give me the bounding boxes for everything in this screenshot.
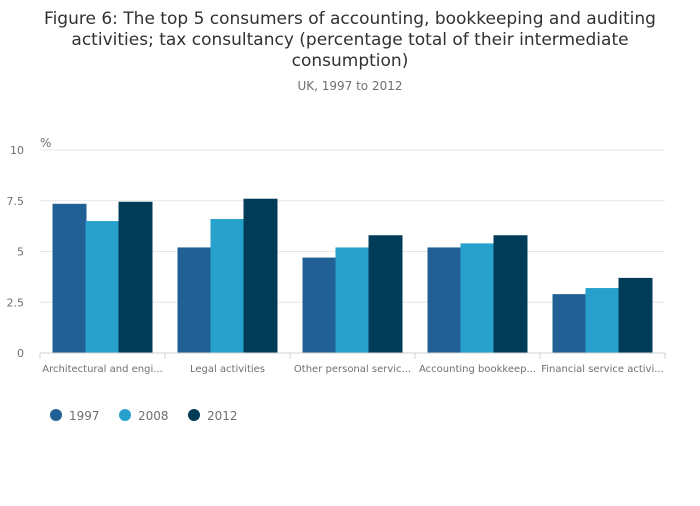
legend-marker-2012[interactable]: [188, 409, 200, 421]
bar-2008-0[interactable]: [85, 221, 120, 353]
chart-title-line: consumption): [292, 51, 409, 71]
bar-2012-0[interactable]: [118, 201, 153, 353]
legend: 1997 2008 2012: [50, 409, 238, 423]
legend-label-1997[interactable]: 1997: [69, 409, 100, 423]
bar-2012-2[interactable]: [368, 235, 403, 353]
bar-2008-4[interactable]: [585, 288, 620, 353]
bar-2008-3[interactable]: [460, 243, 495, 353]
x-tick-label: Other personal servic...: [294, 364, 411, 375]
y-tick-label: 2.5: [7, 296, 25, 309]
y-axis: 0 2.5 5 7.5 10: [7, 144, 25, 360]
chart-subtitle: UK, 1997 to 2012: [297, 79, 402, 93]
chart-title-line: Figure 6: The top 5 consumers of account…: [44, 9, 656, 29]
bar-2008-2[interactable]: [335, 247, 370, 353]
y-axis-label: %: [40, 136, 51, 150]
bar-2008-1[interactable]: [210, 219, 245, 353]
legend-label-2008[interactable]: 2008: [138, 409, 169, 423]
legend-marker-2008[interactable]: [119, 409, 131, 421]
bar-1997-3[interactable]: [427, 247, 462, 353]
x-tick-label: Accounting bookkeep...: [419, 364, 536, 375]
y-tick-label: 5: [17, 246, 24, 259]
bar-1997-2[interactable]: [302, 257, 337, 353]
bar-2012-3[interactable]: [493, 235, 528, 353]
legend-label-2012[interactable]: 2012: [207, 409, 238, 423]
chart-title: Figure 6: The top 5 consumers of account…: [44, 9, 656, 71]
y-tick-label: 7.5: [7, 195, 25, 208]
x-axis: Architectural and engi... Legal activitie…: [39, 352, 666, 375]
bar-2012-1[interactable]: [243, 198, 278, 353]
x-tick-label: Financial service activi...: [541, 364, 664, 375]
chart-title-line: activities; tax consultancy (percentage …: [71, 30, 628, 50]
y-tick-label: 10: [10, 144, 24, 157]
bar-2012-4[interactable]: [618, 277, 653, 353]
x-tick-label: Legal activities: [190, 364, 265, 375]
bar-1997-0[interactable]: [52, 203, 87, 353]
bar-1997-1[interactable]: [177, 247, 212, 353]
bar-1997-4[interactable]: [552, 294, 587, 353]
x-tick-label: Architectural and engi...: [42, 364, 163, 375]
y-tick-label: 0: [17, 347, 24, 360]
legend-marker-1997[interactable]: [50, 409, 62, 421]
bars: [52, 198, 653, 353]
